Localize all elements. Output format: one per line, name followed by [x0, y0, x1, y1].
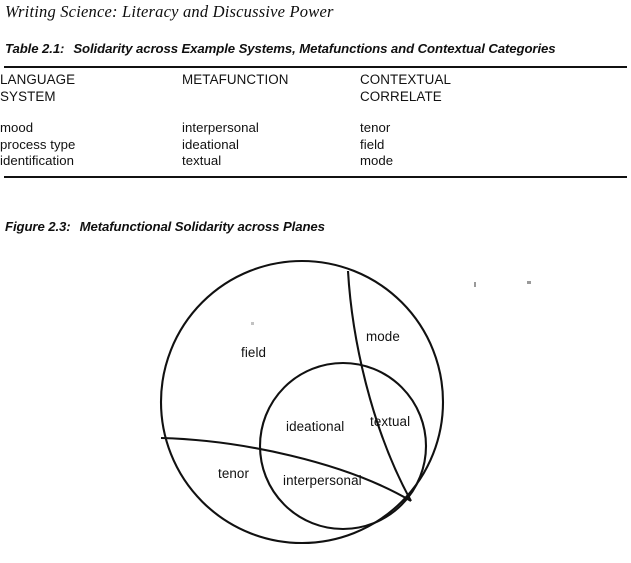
column-header-contextual-correlate: CONTEXTUAL CORRELATE — [360, 72, 631, 120]
venn-label-ideational: ideational — [286, 419, 344, 434]
figure-2-3: field mode tenor ideational interpersona… — [0, 250, 631, 563]
table-caption-label: Table 2.1: — [5, 41, 65, 56]
table-row: identification textual mode — [0, 153, 631, 170]
column-header-metafunction: METAFUNCTION — [182, 72, 360, 120]
outer-circle-context — [159, 259, 445, 545]
scan-speck — [527, 281, 531, 284]
cell-language-system: identification — [0, 153, 75, 169]
cell-contextual-correlate: field — [360, 136, 385, 152]
running-head: Writing Science: Literacy and Discussive… — [5, 2, 334, 21]
table-bottom-rule — [4, 176, 627, 179]
column-header-line-2: CORRELATE — [360, 88, 442, 104]
venn-label-tenor: tenor — [218, 466, 249, 481]
figure-caption: Figure 2.3: Metafunctional Solidarity acr… — [5, 219, 325, 234]
table-row: mood interpersonal tenor — [0, 120, 631, 137]
table-caption-text: Solidarity across Example Systems, Metaf… — [73, 41, 556, 56]
figure-caption-label: Figure 2.3: — [5, 219, 71, 234]
divider-field-mode — [346, 270, 412, 502]
table-row: process type ideational field — [0, 137, 631, 154]
cell-metafunction: ideational — [182, 136, 239, 152]
solidarity-table: LANGUAGE SYSTEM METAFUNCTION CONTEXTUAL … — [0, 72, 631, 170]
metafunction-venn-diagram: field mode tenor ideational interpersona… — [159, 259, 445, 545]
divider-field-tenor — [160, 436, 412, 502]
table-header-row: LANGUAGE SYSTEM METAFUNCTION CONTEXTUAL … — [0, 72, 631, 120]
column-header-language-system: LANGUAGE SYSTEM — [0, 72, 182, 120]
column-header-line-1: LANGUAGE — [0, 72, 76, 87]
scan-speck — [251, 322, 254, 325]
venn-label-textual: textual — [370, 414, 410, 429]
cell-contextual-correlate: mode — [360, 153, 394, 169]
column-header-line-2: SYSTEM — [0, 88, 56, 104]
column-header-line-1: CONTEXTUAL — [360, 72, 452, 87]
column-header-line-1: METAFUNCTION — [182, 72, 289, 87]
cell-language-system: mood — [0, 120, 34, 135]
cell-metafunction: textual — [182, 153, 222, 169]
table-caption: Table 2.1: Solidarity across Example Syst… — [5, 41, 556, 56]
inner-circle-language — [258, 361, 428, 531]
cell-contextual-correlate: tenor — [360, 120, 391, 135]
venn-label-mode: mode — [366, 329, 400, 344]
scan-speck — [474, 282, 476, 287]
table-top-rule — [4, 66, 627, 69]
venn-label-interpersonal: interpersonal — [283, 473, 362, 488]
cell-language-system: process type — [0, 136, 76, 152]
venn-label-field: field — [241, 345, 266, 360]
figure-caption-text: Metafunctional Solidarity across Planes — [79, 219, 325, 234]
cell-metafunction: interpersonal — [182, 120, 259, 135]
